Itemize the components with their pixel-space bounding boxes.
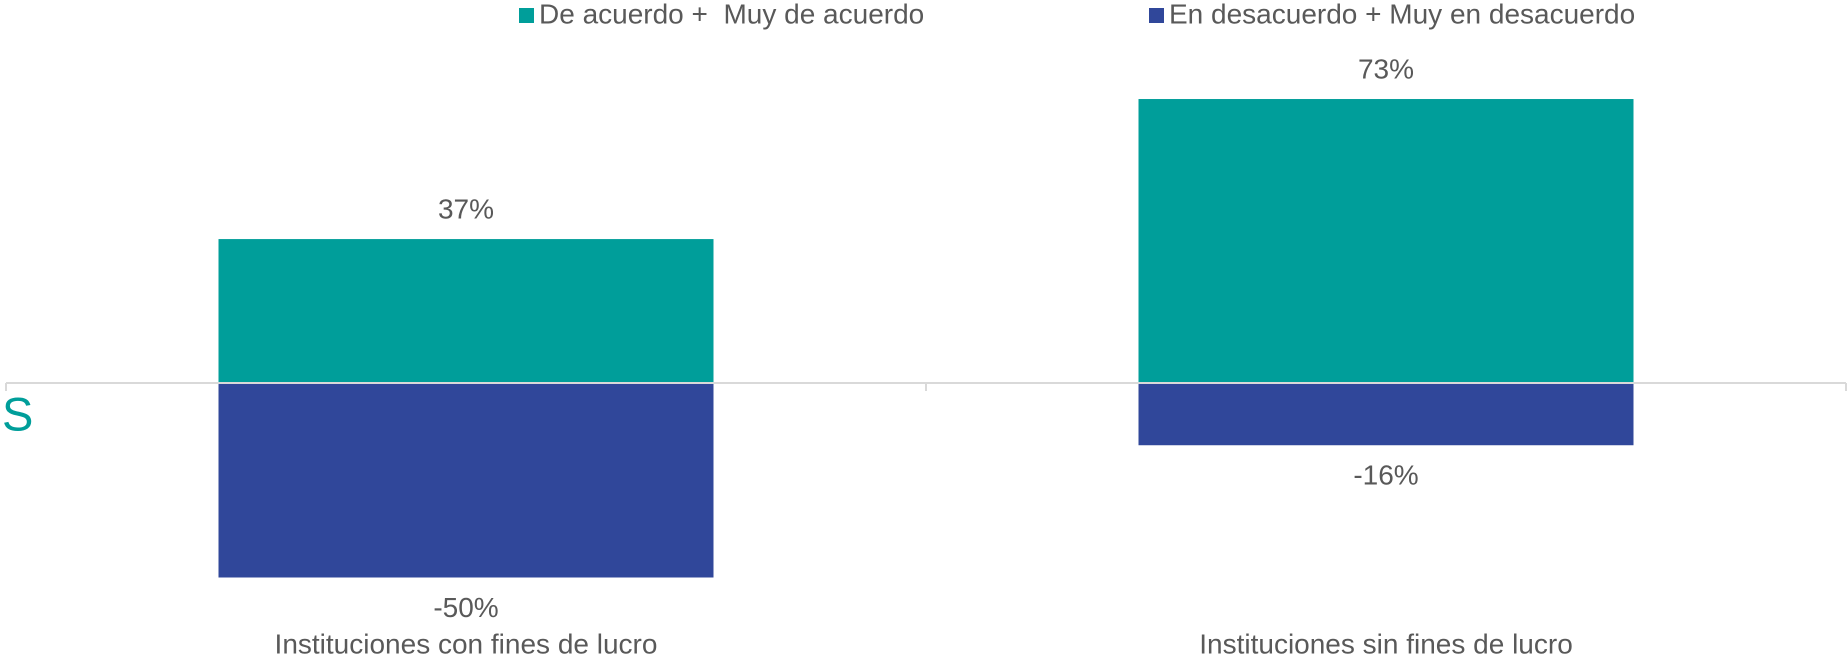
annotation: S — [2, 387, 33, 440]
legend-label: En desacuerdo + Muy en desacuerdo — [1169, 0, 1635, 29]
legend-swatch — [1149, 8, 1164, 23]
data-label: 37% — [438, 193, 494, 224]
bar — [218, 383, 714, 578]
legend-swatch — [519, 8, 534, 23]
x-tick-label: Instituciones con fines de lucro — [275, 628, 658, 659]
data-label: 73% — [1358, 53, 1414, 84]
data-label: -50% — [433, 592, 498, 623]
bar — [1138, 383, 1634, 446]
bar — [1138, 99, 1634, 383]
bar — [218, 239, 714, 383]
data-label: -16% — [1353, 460, 1418, 491]
x-tick-label: Instituciones sin fines de lucro — [1199, 628, 1573, 659]
legend-label: De acuerdo + Muy de acuerdo — [539, 0, 924, 29]
